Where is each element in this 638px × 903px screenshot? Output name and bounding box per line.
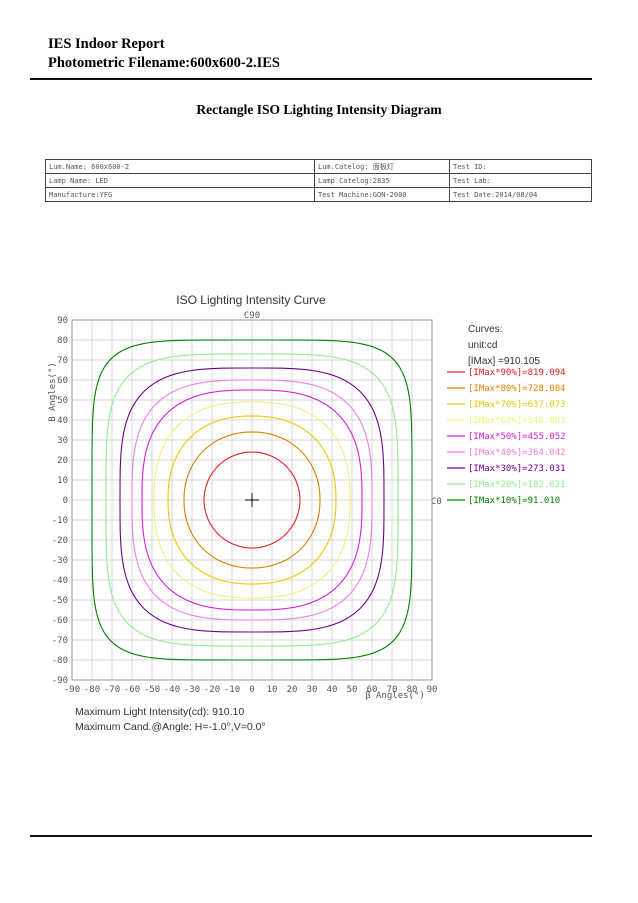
x-tick-label: -10 <box>224 685 240 695</box>
x-tick-label: 10 <box>267 685 278 695</box>
x-tick-label: -80 <box>84 685 100 695</box>
table-row: Lum.Name: 600x600-2 Lum.Catelog: 面板灯 Tes… <box>45 159 592 174</box>
iso-curve <box>153 401 351 599</box>
y-tick-label: -30 <box>52 556 68 566</box>
legend-entry: [IMax*60%]=546.063 <box>468 416 566 426</box>
max-intensity-text: Maximum Light Intensity(cd): 910.10 <box>75 706 244 718</box>
luminaire-info-table: Lum.Name: 600x600-2 Lum.Catelog: 面板灯 Tes… <box>45 159 592 202</box>
y-tick-label: -40 <box>52 576 68 586</box>
x-tick-label: 40 <box>327 685 338 695</box>
x-tick-label: -70 <box>104 685 120 695</box>
iso-curves <box>91 339 413 661</box>
legend-entry: [IMax*70%]=637.073 <box>468 400 566 410</box>
x-tick-label: -20 <box>204 685 220 695</box>
photometric-filename: Photometric Filename:600x600-2.IES <box>48 55 280 71</box>
y-tick-label: 60 <box>57 376 68 386</box>
x-axis-label: β Angles(°) <box>365 691 425 701</box>
y-tick-label: 80 <box>57 336 68 346</box>
center-marker <box>245 493 259 507</box>
iso-curve <box>105 353 399 647</box>
x-tick-label: 20 <box>287 685 298 695</box>
y-tick-label: 40 <box>57 416 68 426</box>
max-angle-text: Maximum Cand.@Angle: H=-1.0°,V=0.0° <box>75 721 266 733</box>
x-tick-label: 30 <box>307 685 318 695</box>
iso-curve <box>119 367 385 633</box>
iso-curve <box>91 339 413 661</box>
iso-curve <box>183 431 321 569</box>
c0-label: C0 <box>431 497 442 507</box>
y-tick-label: -50 <box>52 596 68 606</box>
y-tick-label: 90 <box>57 316 68 326</box>
chart-title: ISO Lighting Intensity Curve <box>176 293 326 307</box>
table-cell: Test ID: <box>449 159 592 174</box>
table-cell: Lum.Name: 600x600-2 <box>45 159 315 174</box>
legend-entry: [IMax*20%]=182.021 <box>468 480 566 490</box>
y-tick-label: -60 <box>52 616 68 626</box>
x-tick-label: 80 <box>407 685 418 695</box>
table-cell: Test Date:2014/08/04 <box>449 187 592 202</box>
iso-intensity-chart: ISO Lighting Intensity Curve C90 C0 B An… <box>48 293 566 733</box>
table-cell: Test Lab: <box>449 173 592 188</box>
y-axis-label: B Angles(°) <box>48 362 58 422</box>
diagram-title: Rectangle ISO Lighting Intensity Diagram <box>196 102 442 117</box>
table-row: Lamp Name: LED Lamp Catelog:2835 Test La… <box>45 173 592 188</box>
x-tick-label: 70 <box>387 685 398 695</box>
y-tick-label: -80 <box>52 656 68 666</box>
x-tick-label: -40 <box>164 685 180 695</box>
x-tick-label: 0 <box>249 685 254 695</box>
table-row: Manufacture:YFG Test Machine:GON-2000 Te… <box>45 187 592 202</box>
axis-ticks: 90 80 70 60 50 40 30 20 10 0 -10 -20 -30 -40 -50 -60 -70… <box>52 316 438 695</box>
iso-curve <box>203 451 301 549</box>
table-cell: Manufacture:YFG <box>45 187 315 202</box>
top-divider <box>30 78 592 80</box>
x-tick-label: 60 <box>367 685 378 695</box>
legend-header: [IMax] =910.105 <box>468 356 540 367</box>
table-cell: Lamp Catelog:2835 <box>314 173 450 188</box>
legend-entry: [IMax*80%]=728.084 <box>468 384 566 394</box>
iso-curve <box>141 389 363 611</box>
y-tick-label: 20 <box>57 456 68 466</box>
chart-grid <box>71 319 433 681</box>
iso-curve <box>167 415 337 585</box>
y-tick-label: 70 <box>57 356 68 366</box>
legend-header: Curves: <box>468 324 502 335</box>
legend-header: unit:cd <box>468 340 497 351</box>
legend-entry: [IMax*90%]=819.094 <box>468 368 566 378</box>
x-tick-label: 50 <box>347 685 358 695</box>
y-tick-label: 0 <box>63 496 68 506</box>
report-title: IES Indoor Report <box>48 36 165 52</box>
y-tick-label: 50 <box>57 396 68 406</box>
table-cell: Test Machine:GON-2000 <box>314 187 450 202</box>
y-tick-label: -90 <box>52 676 68 686</box>
c90-label: C90 <box>244 311 260 321</box>
y-tick-label: -10 <box>52 516 68 526</box>
x-tick-label: -60 <box>124 685 140 695</box>
plot-frame <box>71 319 433 681</box>
iso-curve <box>131 379 373 621</box>
x-tick-label: 90 <box>427 685 438 695</box>
table-cell: Lum.Catelog: 面板灯 <box>314 159 450 174</box>
y-tick-label: 10 <box>57 476 68 486</box>
legend-entry: [IMax*50%]=455.052 <box>468 432 566 442</box>
y-tick-label: -20 <box>52 536 68 546</box>
legend-entry: [IMax*10%]=91.010 <box>468 496 560 506</box>
y-tick-label: 30 <box>57 436 68 446</box>
y-tick-label: -70 <box>52 636 68 646</box>
x-tick-label: -50 <box>144 685 160 695</box>
legend-entry: [IMax*40%]=364.042 <box>468 448 566 458</box>
legend-entry: [IMax*30%]=273.031 <box>468 464 566 474</box>
x-tick-label: -90 <box>64 685 80 695</box>
x-tick-label: -30 <box>184 685 200 695</box>
table-cell: Lamp Name: LED <box>45 173 315 188</box>
chart-legend: Curves: unit:cd [IMax] =910.105[IMax*90%]=… <box>447 324 566 506</box>
bottom-divider <box>30 835 592 837</box>
